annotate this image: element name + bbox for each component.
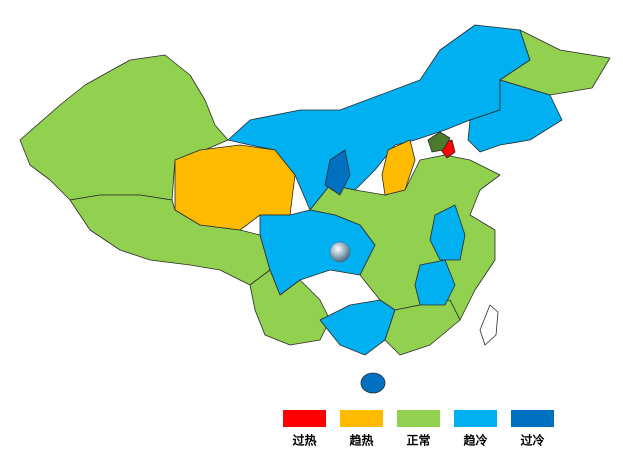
region[interactable]: [360, 372, 386, 394]
legend-label: 正常: [406, 433, 430, 448]
legend-swatch: [454, 410, 497, 427]
provinces: [19, 24, 611, 394]
region[interactable]: [429, 204, 466, 261]
region[interactable]: [427, 131, 451, 153]
legend-swatch: [283, 410, 326, 427]
legend: 过热 趋热 正常 趋冷 过冷: [283, 410, 554, 448]
region[interactable]: [499, 29, 611, 96]
region[interactable]: [319, 299, 396, 356]
region[interactable]: [414, 259, 456, 306]
legend-swatch: [340, 410, 383, 427]
region[interactable]: [479, 304, 499, 346]
region[interactable]: [19, 54, 229, 201]
region[interactable]: [324, 149, 351, 196]
legend-label: 过热: [292, 433, 316, 448]
legend-label: 趋冷: [463, 433, 487, 448]
legend-label: 趋热: [349, 433, 373, 448]
region[interactable]: [467, 79, 563, 153]
legend-swatch: [511, 410, 554, 427]
region[interactable]: [381, 139, 416, 196]
location-marker[interactable]: [329, 241, 351, 263]
legend-label: 过冷: [520, 433, 544, 448]
region[interactable]: [384, 299, 461, 356]
legend-swatch: [397, 410, 440, 427]
